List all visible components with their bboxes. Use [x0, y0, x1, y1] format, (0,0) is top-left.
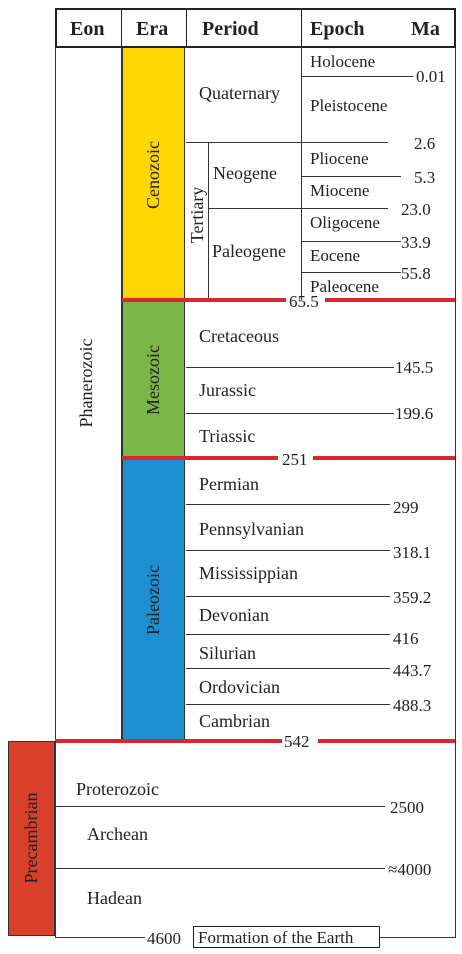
period-cambrian: Cambrian — [199, 711, 270, 731]
age-299: 299 — [393, 498, 419, 517]
period-jurassic: Jurassic — [199, 380, 256, 400]
header-divider — [121, 8, 122, 48]
era-paleozoic-label: Paleozoic — [143, 565, 163, 635]
header-divider — [186, 8, 187, 48]
era-mesozoic-block — [122, 300, 185, 458]
age-0-01: 0.01 — [416, 67, 446, 86]
period-tertiary: Tertiary — [187, 186, 207, 244]
epoch-eocene: Eocene — [310, 246, 361, 265]
era-cenozoic-label: Cenozoic — [143, 141, 163, 209]
epoch-oligocene: Oligocene — [310, 213, 380, 232]
epoch-pleistocene: Pleistocene — [310, 96, 388, 115]
epoch-column-border — [301, 48, 302, 300]
boundary-line — [186, 704, 390, 705]
boundary-65-5 — [325, 298, 456, 302]
age-2-6: 2.6 — [414, 134, 436, 153]
era-proterozoic: Proterozoic — [76, 779, 159, 799]
epoch-miocene: Miocene — [310, 181, 370, 200]
era-cenozoic-block — [122, 48, 185, 300]
age-65-5: 65.5 — [289, 292, 319, 311]
age-443-7: 443.7 — [393, 661, 432, 680]
epoch-paleocene: Paleocene — [310, 277, 379, 296]
boundary-line — [186, 142, 388, 143]
boundary-line — [301, 241, 401, 242]
age-251: 251 — [282, 450, 308, 469]
period-paleogene: Paleogene — [212, 241, 286, 261]
epoch-pliocene: Pliocene — [310, 149, 369, 168]
period-neogene: Neogene — [213, 163, 277, 183]
era-mesozoic-label: Mesozoic — [143, 345, 163, 415]
period-mississippian: Mississippian — [199, 563, 299, 583]
boundary-line — [55, 937, 145, 938]
boundary-line — [186, 596, 390, 597]
age-55-8: 55.8 — [401, 264, 431, 283]
epoch-holocene: Holocene — [310, 52, 376, 71]
boundary-line — [186, 504, 390, 505]
boundary-line — [186, 668, 390, 669]
header-epoch: Epoch — [310, 18, 365, 40]
age-5-3: 5.3 — [414, 168, 436, 187]
period-ordovician: Ordovician — [199, 677, 280, 697]
boundary-line — [186, 413, 394, 414]
phanerozoic-era-border — [121, 48, 122, 740]
era-hadean: Hadean — [87, 888, 142, 908]
boundary-line — [301, 76, 413, 77]
boundary-line — [55, 868, 385, 869]
period-silurian: Silurian — [199, 643, 256, 663]
age-318-1: 318.1 — [393, 543, 432, 562]
era-paleozoic-block — [122, 458, 185, 740]
age-4000: ≈4000 — [388, 860, 432, 879]
period-triassic: Triassic — [199, 426, 256, 446]
boundary-line — [186, 550, 390, 551]
boundary-line — [186, 367, 394, 368]
age-4600: 4600 — [147, 929, 181, 948]
eon-precambrian-label: Precambrian — [21, 792, 41, 884]
era-archean: Archean — [87, 824, 148, 844]
boundary-line — [380, 937, 456, 938]
frame-right-border — [455, 48, 456, 938]
boundary-line — [186, 634, 390, 635]
age-199-6: 199.6 — [395, 404, 434, 423]
age-33-9: 33.9 — [401, 233, 431, 252]
period-cretaceous: Cretaceous — [199, 326, 279, 346]
boundary-line — [301, 176, 401, 177]
precambrian-right-border — [55, 741, 56, 937]
header-period: Period — [202, 18, 259, 40]
header-ma: Ma — [411, 18, 440, 40]
age-2500: 2500 — [390, 798, 424, 817]
tertiary-column-border — [208, 142, 209, 300]
header-row — [55, 8, 456, 48]
boundary-542 — [55, 739, 282, 743]
eon-phanerozoic: Phanerozoic — [76, 338, 96, 428]
boundary-251 — [122, 456, 278, 460]
age-542: 542 — [284, 732, 310, 751]
period-quaternary: Quaternary — [199, 83, 280, 103]
age-416: 416 — [393, 629, 419, 648]
period-devonian: Devonian — [199, 605, 269, 625]
header-eon: Eon — [70, 18, 105, 40]
boundary-251 — [313, 456, 456, 460]
age-23-0: 23.0 — [401, 200, 431, 219]
age-359-2: 359.2 — [393, 588, 432, 607]
age-145-5: 145.5 — [395, 358, 434, 377]
eon-precambrian-block — [8, 741, 55, 936]
header-era: Era — [136, 18, 169, 40]
header-divider — [301, 8, 302, 48]
boundary-line — [208, 208, 388, 209]
phanerozoic-left-border — [55, 48, 56, 740]
period-permian: Permian — [199, 474, 259, 494]
age-488-3: 488.3 — [393, 696, 432, 715]
boundary-65-5 — [122, 298, 286, 302]
boundary-line — [301, 272, 401, 273]
period-pennsylvanian: Pennsylvanian — [199, 519, 304, 539]
formation-label: Formation of the Earth — [198, 928, 354, 947]
boundary-line — [55, 806, 385, 807]
formation-box — [193, 926, 380, 948]
boundary-542 — [318, 739, 456, 743]
